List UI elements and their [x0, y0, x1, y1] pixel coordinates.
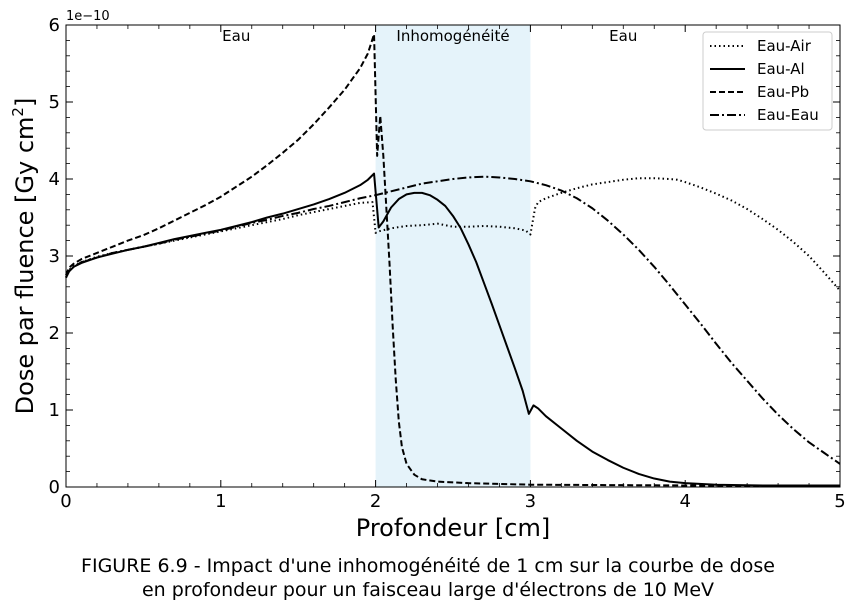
region-label: Eau — [222, 27, 250, 45]
series-line-eau-pb — [65, 33, 840, 487]
region-labels: Eau Inhomogénéité Eau — [222, 27, 637, 45]
x-tick-label: 3 — [525, 491, 536, 512]
y-tick-label: 6 — [49, 15, 60, 36]
y-tick-label: 0 — [49, 477, 60, 498]
y-tick-label: 1 — [49, 400, 60, 421]
plot-frame — [65, 24, 841, 488]
region-label: Eau — [609, 27, 637, 45]
legend-label: Eau-Pb — [757, 83, 809, 101]
y-axis-label-main: Dose par fluence [Gy cm — [11, 117, 39, 415]
y-tick-label: 2 — [49, 323, 60, 344]
caption-line-1: FIGURE 6.9 - Impact d'une inhomogénéité … — [81, 555, 775, 577]
series-group — [65, 33, 841, 487]
region-label: Inhomogénéité — [396, 27, 509, 45]
x-tick-label: 5 — [834, 491, 845, 512]
x-tick-labels: 0 1 2 3 4 5 — [60, 491, 845, 512]
inhomogeneity-region — [375, 25, 531, 487]
y-tick-labels: 0 1 2 3 4 5 6 — [49, 15, 60, 498]
legend-label: Eau-Eau — [757, 106, 819, 124]
y-axis-label-end: ] — [11, 98, 39, 107]
y-tick-label: 5 — [49, 92, 60, 113]
legend-entries: Eau-Air Eau-Al Eau-Pb Eau-Eau — [710, 37, 819, 124]
figure-caption: FIGURE 6.9 - Impact d'une inhomogénéité … — [0, 554, 856, 602]
legend: Eau-Air Eau-Al Eau-Pb Eau-Eau — [702, 31, 833, 131]
x-tick-label: 0 — [60, 491, 71, 512]
y-tick-label: 4 — [49, 169, 60, 190]
caption-line-2: en profondeur pour un faisceau large d'é… — [141, 579, 715, 601]
y-offset-label: 1e−10 — [66, 9, 110, 24]
series-line-eau-eau — [65, 175, 841, 465]
legend-label: Eau-Al — [757, 60, 805, 78]
dose-depth-chart: 0 1 2 3 4 5 0 1 2 3 4 5 6 Eau Inhomogénéité Eau 1e−10… — [9, 9, 846, 542]
x-tick-label: 1 — [215, 491, 226, 512]
x-tick-label: 2 — [370, 491, 381, 512]
legend-box — [702, 31, 833, 131]
y-axis-label: Dose par fluence [Gy cm2] — [9, 98, 39, 415]
x-tick-label: 4 — [679, 491, 690, 512]
x-axis-label: Profondeur [cm] — [356, 514, 550, 542]
legend-label: Eau-Air — [757, 37, 812, 55]
y-tick-label: 3 — [49, 246, 60, 267]
y-axis-label-superscript: 2 — [9, 107, 27, 117]
